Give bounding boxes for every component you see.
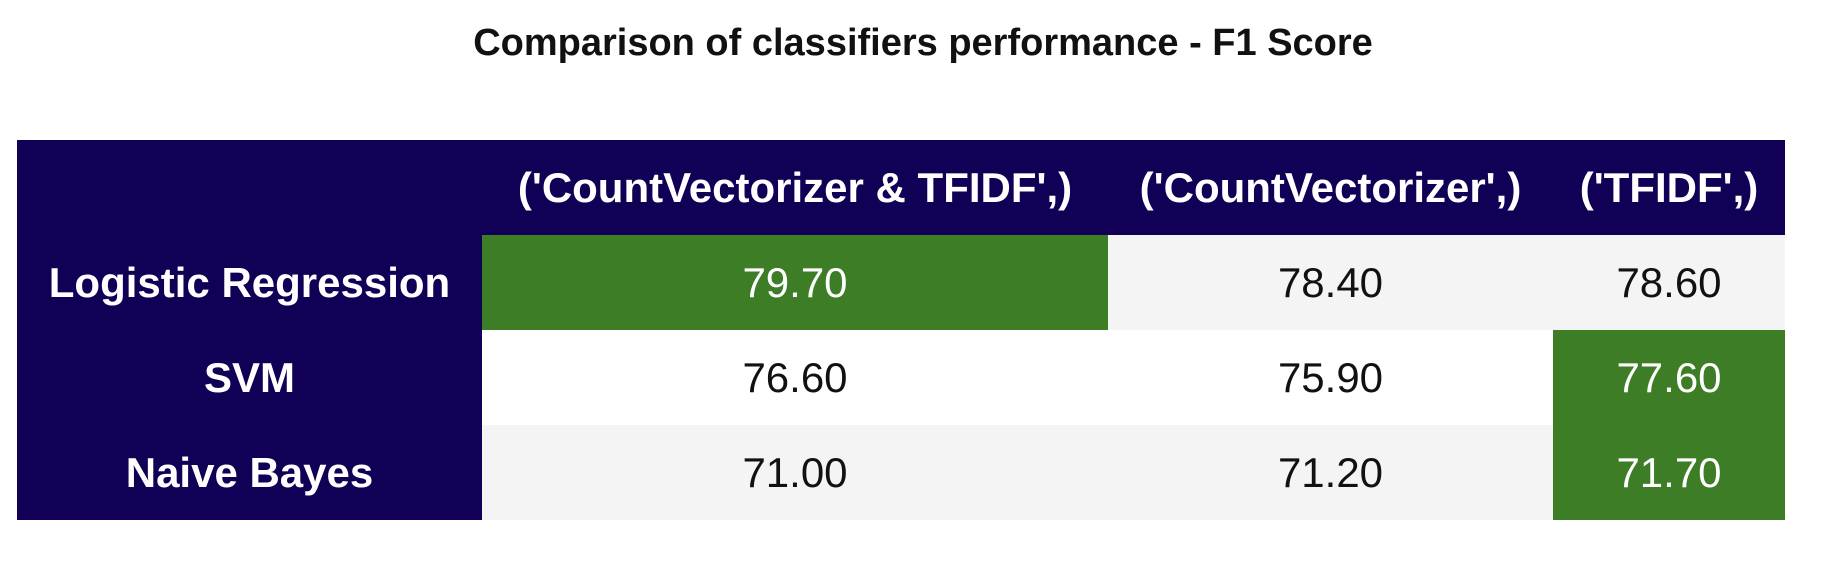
data-cell: 71.00 <box>482 425 1108 520</box>
data-cell: 71.20 <box>1108 425 1553 520</box>
header-row: ('CountVectorizer & TFIDF',) ('CountVect… <box>17 140 1785 235</box>
chart-title: Comparison of classifiers performance - … <box>473 22 1373 64</box>
row-header: SVM <box>17 330 482 425</box>
column-header: ('TFIDF',) <box>1553 140 1785 235</box>
corner-header-cell <box>17 140 482 235</box>
data-cell: 78.60 <box>1553 235 1785 330</box>
row-header: Naive Bayes <box>17 425 482 520</box>
data-cell: 79.70 <box>482 235 1108 330</box>
results-table-container: ('CountVectorizer & TFIDF',) ('CountVect… <box>17 140 1785 520</box>
results-table: ('CountVectorizer & TFIDF',) ('CountVect… <box>17 140 1785 520</box>
data-cell: 77.60 <box>1553 330 1785 425</box>
data-cell: 75.90 <box>1108 330 1553 425</box>
row-header: Logistic Regression <box>17 235 482 330</box>
column-header: ('CountVectorizer & TFIDF',) <box>482 140 1108 235</box>
data-cell: 76.60 <box>482 330 1108 425</box>
table-row: Logistic Regression 79.70 78.40 78.60 <box>17 235 1785 330</box>
column-header: ('CountVectorizer',) <box>1108 140 1553 235</box>
data-cell: 78.40 <box>1108 235 1553 330</box>
data-cell: 71.70 <box>1553 425 1785 520</box>
table-row: SVM 76.60 75.90 77.60 <box>17 330 1785 425</box>
table-row: Naive Bayes 71.00 71.20 71.70 <box>17 425 1785 520</box>
